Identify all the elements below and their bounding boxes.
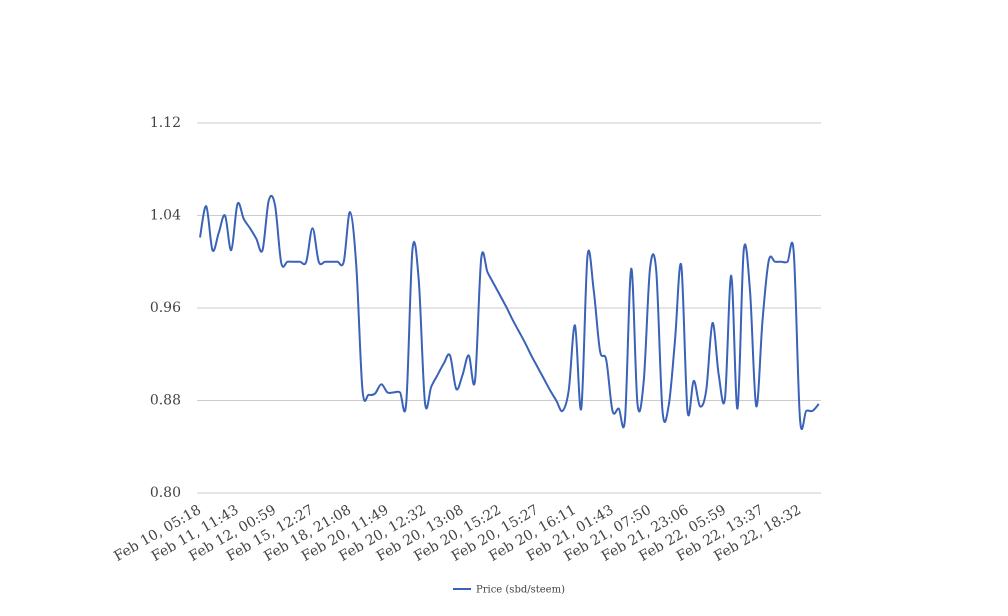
price-line <box>199 194 820 431</box>
legend-label: Price (sbd/steem) <box>476 585 565 596</box>
y-tick-label: 0.96 <box>150 300 181 316</box>
y-tick-label: 0.88 <box>150 393 181 409</box>
y-tick-label: 1.12 <box>150 115 181 131</box>
y-tick-label: 1.04 <box>150 208 181 224</box>
y-tick-label: 0.80 <box>150 485 181 501</box>
